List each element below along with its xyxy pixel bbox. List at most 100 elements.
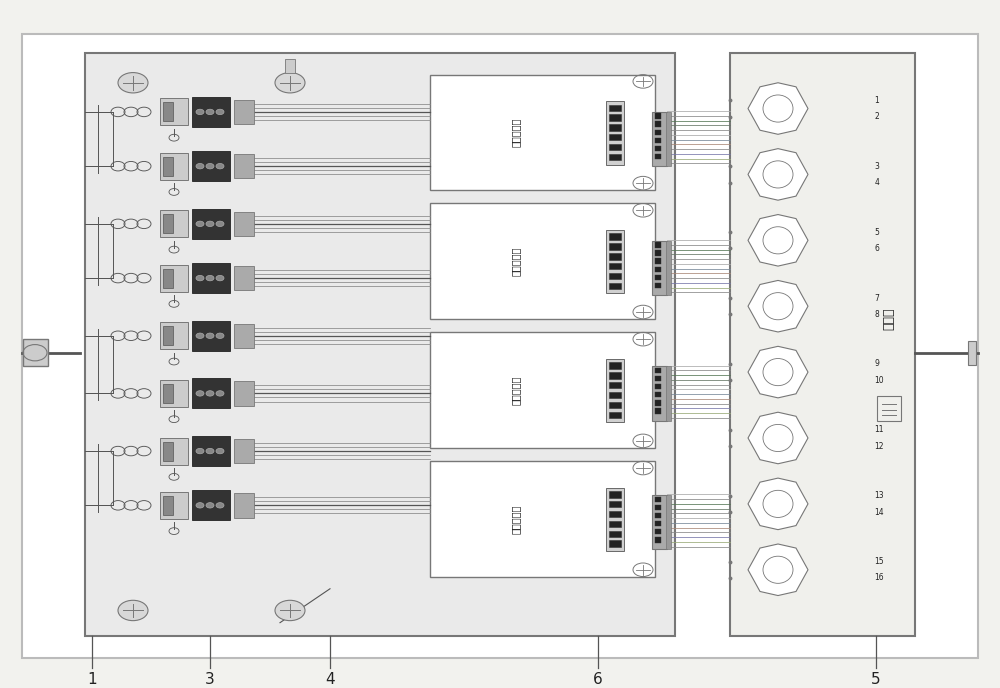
Bar: [877, 396, 901, 420]
Bar: [234, 493, 254, 517]
Circle shape: [206, 275, 214, 281]
Bar: [160, 265, 188, 292]
Bar: [652, 366, 667, 420]
Polygon shape: [748, 215, 808, 266]
Circle shape: [206, 333, 214, 338]
Bar: [608, 372, 620, 378]
Bar: [608, 105, 620, 111]
Bar: [608, 263, 620, 269]
Bar: [163, 326, 173, 345]
Bar: [163, 384, 173, 403]
Bar: [655, 537, 661, 543]
Bar: [655, 138, 661, 143]
Bar: [192, 209, 230, 239]
Bar: [430, 74, 655, 190]
Bar: [234, 266, 254, 290]
Bar: [655, 376, 661, 381]
Text: 电路投票机: 电路投票机: [511, 504, 520, 534]
Circle shape: [216, 164, 224, 169]
Bar: [655, 129, 661, 135]
Polygon shape: [748, 281, 808, 332]
Text: 6: 6: [593, 671, 603, 687]
Bar: [608, 273, 620, 279]
Text: 14: 14: [874, 508, 884, 517]
Text: 13: 13: [874, 491, 884, 500]
Text: 电路投票机: 电路投票机: [511, 376, 520, 405]
Circle shape: [206, 449, 214, 454]
Bar: [608, 233, 620, 240]
Bar: [285, 59, 295, 72]
Bar: [655, 384, 661, 389]
Circle shape: [216, 221, 224, 226]
Circle shape: [196, 275, 204, 281]
Circle shape: [275, 601, 305, 621]
Bar: [234, 439, 254, 463]
Bar: [608, 511, 620, 517]
Bar: [655, 392, 661, 398]
Text: 电路投票机: 电路投票机: [511, 246, 520, 276]
Bar: [655, 283, 661, 288]
Bar: [730, 53, 915, 636]
Circle shape: [196, 333, 204, 338]
Bar: [430, 204, 655, 319]
Circle shape: [118, 601, 148, 621]
Circle shape: [216, 109, 224, 115]
Bar: [655, 121, 661, 127]
Bar: [160, 211, 188, 237]
Polygon shape: [748, 346, 808, 398]
Bar: [163, 496, 173, 515]
Polygon shape: [748, 412, 808, 464]
Polygon shape: [748, 478, 808, 530]
Bar: [655, 275, 661, 280]
Text: 11: 11: [874, 425, 884, 434]
Bar: [85, 53, 675, 636]
Bar: [234, 212, 254, 236]
Circle shape: [216, 449, 224, 454]
Text: 8: 8: [874, 310, 879, 319]
Bar: [163, 157, 173, 175]
Text: 3: 3: [874, 162, 879, 171]
Bar: [23, 339, 48, 366]
Text: 2: 2: [874, 112, 879, 121]
Bar: [655, 154, 661, 160]
Bar: [666, 241, 671, 295]
Bar: [655, 146, 661, 151]
Bar: [608, 154, 620, 160]
Bar: [608, 530, 620, 537]
Bar: [652, 495, 667, 550]
Bar: [655, 497, 661, 502]
Text: 1: 1: [87, 671, 97, 687]
Bar: [608, 491, 620, 497]
Bar: [608, 521, 620, 527]
Bar: [608, 134, 620, 140]
Bar: [163, 268, 173, 288]
Bar: [608, 382, 620, 389]
Bar: [192, 378, 230, 409]
Bar: [160, 322, 188, 350]
Circle shape: [275, 72, 305, 93]
Text: 4: 4: [325, 671, 335, 687]
Bar: [430, 332, 655, 448]
Circle shape: [216, 503, 224, 508]
Bar: [655, 259, 661, 264]
Circle shape: [206, 391, 214, 396]
Bar: [608, 125, 620, 131]
Circle shape: [216, 391, 224, 396]
Bar: [163, 442, 173, 460]
Bar: [608, 283, 620, 289]
Bar: [163, 103, 173, 121]
Bar: [234, 381, 254, 406]
Bar: [160, 380, 188, 407]
Bar: [160, 438, 188, 464]
Bar: [192, 151, 230, 181]
Bar: [192, 491, 230, 520]
Text: 微波源: 微波源: [883, 308, 896, 330]
Bar: [606, 359, 624, 422]
Bar: [655, 114, 661, 119]
Bar: [608, 402, 620, 408]
Circle shape: [118, 72, 148, 93]
Polygon shape: [748, 544, 808, 596]
Circle shape: [196, 503, 204, 508]
Polygon shape: [748, 83, 808, 134]
Circle shape: [216, 275, 224, 281]
